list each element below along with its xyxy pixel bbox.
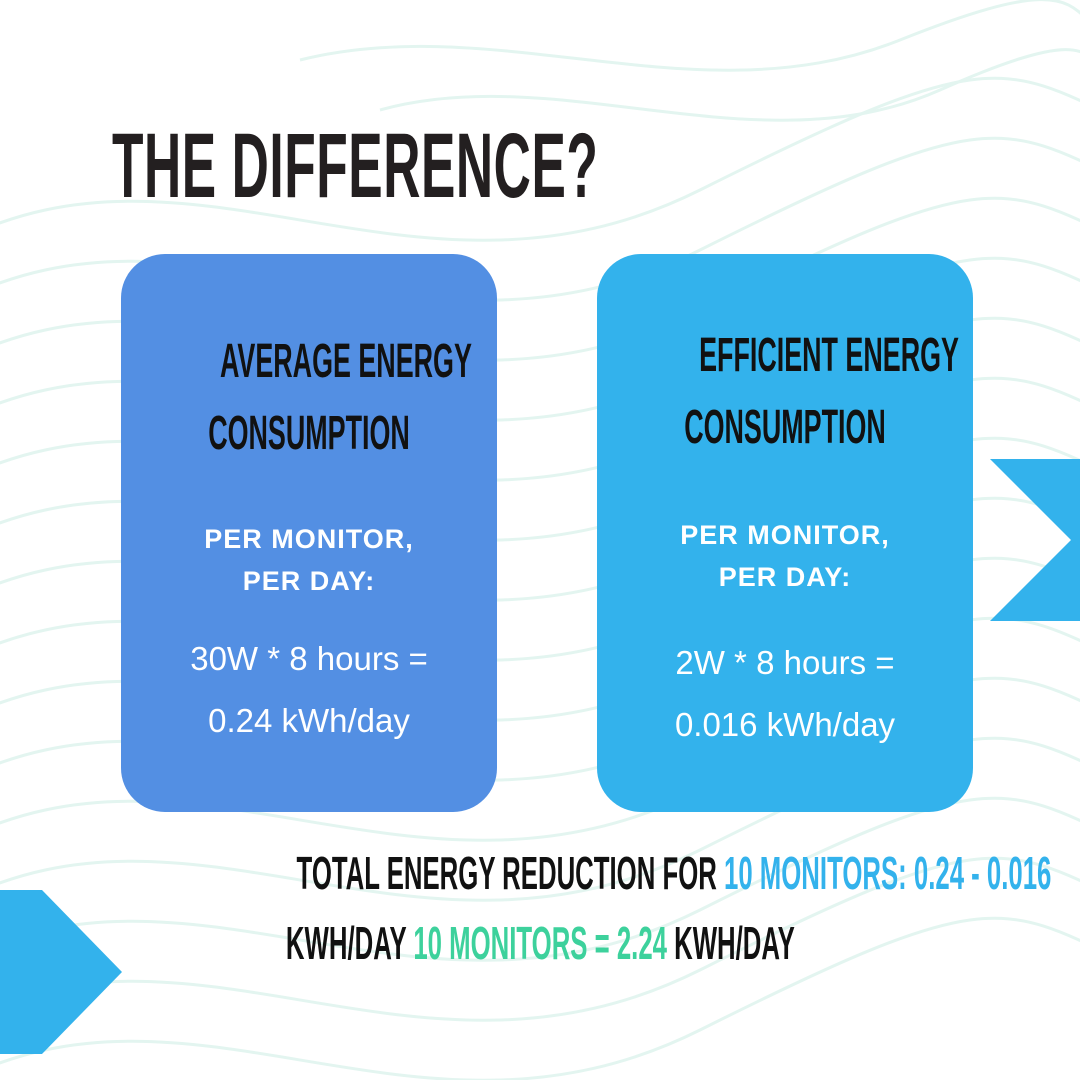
average-consumption-card: AVERAGE ENERGY CONSUMPTION PER MONITOR, … <box>121 254 497 812</box>
summary-line2: KWH/DAY 10 MONITORS = 2.24 KWH/DAY <box>286 908 795 978</box>
summary-line1-text: TOTAL ENERGY REDUCTION FOR <box>296 847 725 899</box>
summary-line2-unit: KWH/DAY <box>666 917 795 969</box>
card-title-line2: CONSUMPTION <box>208 407 410 460</box>
card-formula-line1: 30W * 8 hours = <box>190 640 428 677</box>
card-formula-line2: 0.24 kWh/day <box>208 702 410 739</box>
card-subtitle-line2: PER DAY: <box>718 562 852 592</box>
card-title: AVERAGE ENERGY CONSUMPTION <box>121 326 497 470</box>
card-subtitle-line1: PER MONITOR, <box>204 524 414 554</box>
efficient-consumption-card: EFFICIENT ENERGY CONSUMPTION PER MONITOR… <box>597 254 973 812</box>
card-title: EFFICIENT ENERGY CONSUMPTION <box>597 320 973 464</box>
energy-reduction-total: KWH/DAY 10 MONITORS = 2.24 KWH/DAY <box>0 908 1080 978</box>
card-subtitle: PER MONITOR, PER DAY: <box>121 518 497 602</box>
card-formula-line2: 0.016 kWh/day <box>674 706 896 743</box>
card-formula: 30W * 8 hours = 0.24 kWh/day <box>121 628 497 752</box>
energy-reduction-summary: TOTAL ENERGY REDUCTION FOR 10 MONITORS: … <box>0 838 1080 908</box>
card-title-line2: CONSUMPTION <box>684 401 886 454</box>
summary-line2-text: KWH/DAY <box>285 917 413 969</box>
summary-line1: TOTAL ENERGY REDUCTION FOR 10 MONITORS: … <box>297 838 1052 908</box>
card-subtitle-line2: PER DAY: <box>242 566 376 596</box>
card-subtitle: PER MONITOR, PER DAY: <box>597 514 973 598</box>
chevron-right-icon <box>990 459 1080 621</box>
summary-line1-highlight: 10 MONITORS: 0.24 - 0.016 <box>724 847 1052 899</box>
card-formula: 2W * 8 hours = 0.016 kWh/day <box>597 632 973 756</box>
chevron-right-icon <box>0 890 122 1054</box>
summary-line2-highlight: 10 MONITORS = 2.24 <box>412 917 667 969</box>
card-title-line1: AVERAGE ENERGY <box>219 335 472 388</box>
card-subtitle-line1: PER MONITOR, <box>680 520 890 550</box>
card-formula-line1: 2W * 8 hours = <box>675 644 895 681</box>
page-title: THE DIFFERENCE? <box>112 115 599 217</box>
card-title-line1: EFFICIENT ENERGY <box>699 329 959 382</box>
